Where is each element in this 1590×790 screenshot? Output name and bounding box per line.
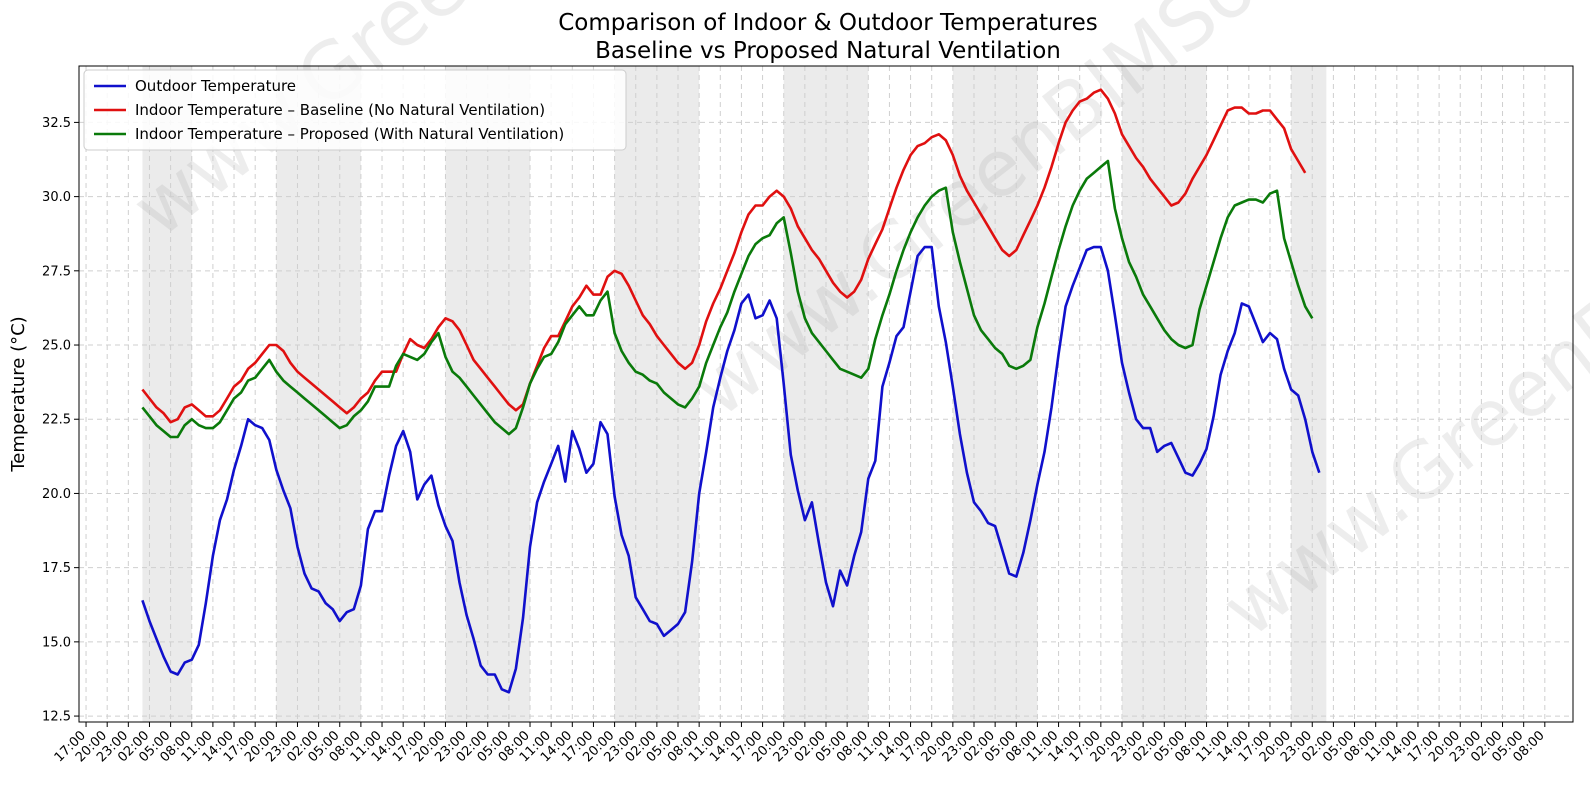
legend: Outdoor Temperature Indoor Temperature – … bbox=[83, 69, 627, 151]
y-tick-label: 17.5 bbox=[42, 561, 71, 576]
legend-label: Indoor Temperature – Proposed (With Natu… bbox=[135, 125, 564, 143]
series-line bbox=[141, 245, 1321, 694]
legend-label: Indoor Temperature – Baseline (No Natura… bbox=[135, 101, 545, 119]
y-tick-label: 30.0 bbox=[42, 190, 71, 205]
series-lines bbox=[141, 88, 1321, 694]
y-tick-label: 20.0 bbox=[42, 487, 71, 502]
series-line bbox=[141, 159, 1314, 439]
y-tick-label: 12.5 bbox=[42, 710, 71, 725]
legend-label: Outdoor Temperature bbox=[135, 77, 296, 95]
chart-subtitle: Baseline vs Proposed Natural Ventilation bbox=[595, 38, 1061, 64]
y-tick-label: 27.5 bbox=[42, 264, 71, 279]
y-tick-label: 32.5 bbox=[42, 116, 71, 131]
y-tick-label: 25.0 bbox=[42, 339, 71, 354]
y-axis: 12.5 15.0 17.5 20.0 22.5 25.0 27.5 30.0 32.5 bbox=[42, 116, 79, 725]
chart-title: Comparison of Indoor & Outdoor Temperatu… bbox=[558, 10, 1098, 36]
y-tick-label: 22.5 bbox=[42, 413, 71, 428]
shaded-period bbox=[142, 66, 192, 722]
x-axis: 17:0020:0023:0002:0005:0008:0011:0014:00… bbox=[52, 722, 1548, 765]
grid-lines bbox=[79, 66, 1573, 722]
y-axis-label: Temperature (°C) bbox=[8, 316, 29, 472]
y-tick-label: 15.0 bbox=[42, 635, 71, 650]
watermark-text: www.GreenBIMSource.com bbox=[1206, 0, 1590, 655]
series-line bbox=[141, 88, 1307, 424]
